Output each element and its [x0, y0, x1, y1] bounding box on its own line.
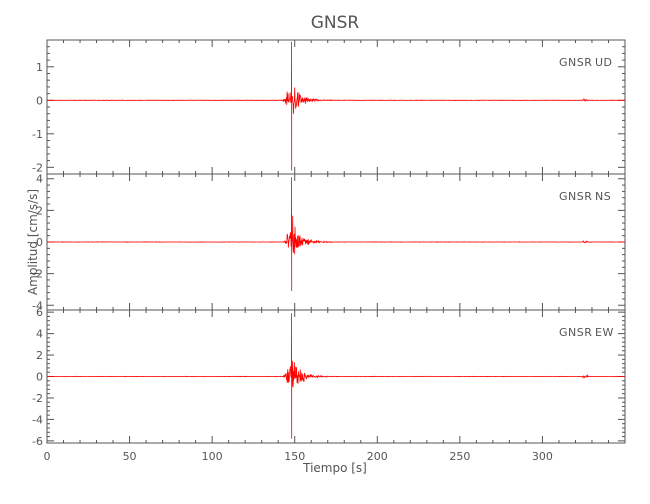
seismogram-trace — [46, 177, 626, 292]
x-axis-label: Tiempo [s] — [302, 461, 367, 475]
panel-station-label: GNSR — [559, 326, 592, 339]
x-tick-label: 200 — [367, 450, 388, 463]
x-tick-label: 0 — [44, 450, 51, 463]
seismogram-trace — [46, 313, 625, 439]
y-tick-label: 4 — [36, 173, 43, 186]
panel-component-label: NS — [595, 190, 611, 203]
y-tick-label: 6 — [36, 306, 43, 319]
panel-component-label: EW — [595, 326, 614, 339]
x-tick-label: 250 — [449, 450, 470, 463]
y-tick-label: 1 — [36, 61, 43, 74]
y-tick-label: -6 — [32, 435, 43, 448]
x-tick-label: 300 — [532, 450, 553, 463]
y-tick-label: -2 — [32, 161, 43, 174]
y-tick-label: -2 — [32, 268, 43, 281]
y-tick-label: -4 — [32, 299, 43, 312]
x-tick-label: 100 — [202, 450, 223, 463]
y-tick-label: 0 — [36, 94, 43, 107]
y-tick-label: 0 — [36, 371, 43, 384]
x-tick-label: 150 — [284, 450, 305, 463]
seismogram-trace — [46, 41, 626, 171]
panel-frame — [46, 39, 626, 175]
y-tick-label: -1 — [32, 128, 43, 141]
panel-station-label: GNSR — [559, 56, 592, 69]
panel-ud: 1 0 -1 -2 GNSR UD — [32, 39, 626, 175]
y-tick-label: 2 — [36, 349, 43, 362]
y-tick-label: 4 — [36, 328, 43, 341]
y-tick-label: 0 — [36, 236, 43, 249]
y-tick-label: -2 — [32, 392, 43, 405]
panel-component-label: UD — [595, 56, 613, 69]
y-tick-label: -4 — [32, 413, 43, 426]
panel-station-label: GNSR — [559, 190, 592, 203]
x-tick-label: 50 — [123, 450, 137, 463]
chart-title: GNSR — [311, 13, 360, 33]
panel-ns: 4 2 0 -2 -4 GNSR NS — [32, 173, 626, 312]
panel-ew: 6 4 2 0 -2 -4 -6 GNSR EW — [32, 306, 626, 448]
y-tick-label: 2 — [36, 204, 43, 217]
y-axis-label: Amplitud [cm/s/s] — [26, 189, 40, 295]
